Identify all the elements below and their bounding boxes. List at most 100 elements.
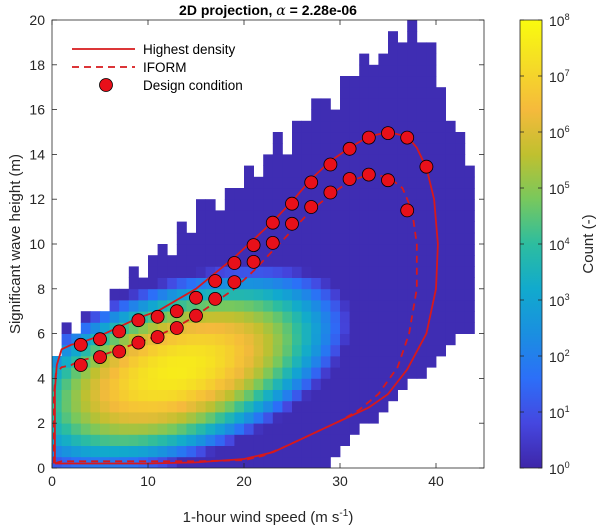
heatmap-cell bbox=[167, 288, 178, 301]
heatmap-cell bbox=[388, 277, 398, 290]
heatmap-cell bbox=[215, 333, 226, 346]
heatmap-cell bbox=[263, 210, 274, 222]
heatmap-cell bbox=[301, 210, 312, 222]
heatmap-cell bbox=[349, 165, 360, 178]
heatmap-cell bbox=[368, 154, 379, 166]
heatmap-cell bbox=[378, 143, 389, 155]
heatmap-cell bbox=[90, 423, 101, 435]
heatmap-cell bbox=[109, 333, 120, 346]
heatmap-cell bbox=[224, 378, 235, 390]
heatmap-cell bbox=[205, 456, 216, 468]
heatmap-cell bbox=[320, 143, 331, 155]
heatmap-cell bbox=[100, 445, 110, 458]
heatmap-cell bbox=[272, 356, 283, 368]
heatmap-cell bbox=[320, 132, 331, 144]
heatmap bbox=[52, 20, 475, 468]
heatmap-cell bbox=[196, 266, 206, 278]
heatmap-cell bbox=[176, 434, 187, 446]
heatmap-cell bbox=[311, 456, 322, 468]
heatmap-cell bbox=[263, 255, 274, 267]
heatmap-cell bbox=[176, 232, 187, 245]
legend-label-design-condition: Design condition bbox=[143, 78, 243, 93]
heatmap-cell bbox=[196, 300, 206, 312]
heatmap-cell bbox=[109, 412, 120, 424]
heatmap-cell bbox=[224, 311, 235, 323]
heatmap-cell bbox=[397, 109, 408, 122]
heatmap-cell bbox=[167, 400, 178, 413]
heatmap-cell bbox=[234, 300, 245, 312]
heatmap-cell bbox=[301, 288, 312, 301]
heatmap-cell bbox=[455, 199, 466, 211]
heatmap-cell bbox=[272, 412, 283, 424]
heatmap-cell bbox=[71, 400, 82, 413]
heatmap-cell bbox=[119, 389, 130, 402]
heatmap-cell bbox=[282, 367, 293, 379]
heatmap-cell bbox=[378, 87, 389, 99]
heatmap-cell bbox=[176, 288, 187, 301]
heatmap-cell bbox=[320, 165, 331, 178]
heatmap-cell bbox=[311, 98, 322, 110]
heatmap-cell bbox=[292, 456, 302, 468]
design-condition-marker bbox=[150, 330, 165, 344]
heatmap-cell bbox=[349, 277, 360, 290]
heatmap-cell bbox=[100, 378, 110, 390]
heatmap-cell bbox=[311, 434, 322, 446]
heatmap-cell bbox=[157, 344, 168, 357]
heatmap-cell bbox=[368, 98, 379, 110]
heatmap-cell bbox=[292, 255, 302, 267]
heatmap-cell bbox=[388, 120, 398, 133]
heatmap-cell bbox=[397, 322, 408, 334]
heatmap-cell bbox=[100, 412, 110, 424]
heatmap-cell bbox=[330, 132, 341, 144]
design-condition-marker bbox=[400, 130, 415, 145]
heatmap-cell bbox=[167, 356, 178, 368]
heatmap-cell bbox=[378, 188, 389, 200]
heatmap-cell bbox=[282, 356, 293, 368]
heatmap-cell bbox=[253, 378, 264, 390]
heatmap-cell bbox=[349, 367, 360, 379]
design-condition-marker bbox=[208, 274, 223, 288]
heatmap-cell bbox=[272, 154, 283, 166]
heatmap-cell bbox=[320, 367, 331, 379]
heatmap-cell bbox=[426, 356, 437, 368]
heatmap-cell bbox=[224, 333, 235, 346]
heatmap-cell bbox=[340, 199, 350, 211]
heatmap-cell bbox=[464, 210, 475, 222]
heatmap-cell bbox=[359, 154, 370, 166]
heatmap-cell bbox=[301, 120, 312, 133]
heatmap-cell bbox=[205, 356, 216, 368]
heatmap-cell bbox=[292, 300, 302, 312]
heatmap-cell bbox=[311, 132, 322, 144]
heatmap-cell bbox=[224, 188, 235, 200]
heatmap-cell bbox=[61, 333, 72, 346]
heatmap-cell bbox=[157, 434, 168, 446]
heatmap-cell bbox=[61, 434, 72, 446]
heatmap-cell bbox=[224, 232, 235, 245]
heatmap-cell bbox=[215, 300, 226, 312]
heatmap-cell bbox=[378, 232, 389, 245]
heatmap-cell bbox=[368, 378, 379, 390]
heatmap-cell bbox=[349, 87, 360, 99]
heatmap-cell bbox=[378, 333, 389, 346]
heatmap-cell bbox=[186, 400, 197, 413]
heatmap-cell bbox=[311, 165, 322, 178]
heatmap-cell bbox=[186, 389, 197, 402]
heatmap-cell bbox=[388, 311, 398, 323]
heatmap-cell bbox=[359, 412, 370, 424]
heatmap-cell bbox=[330, 165, 341, 178]
heatmap-cell bbox=[196, 367, 206, 379]
heatmap-cell bbox=[176, 255, 187, 267]
heatmap-cell bbox=[436, 344, 446, 357]
heatmap-cell bbox=[71, 367, 82, 379]
heatmap-cell bbox=[320, 277, 331, 290]
heatmap-cell bbox=[464, 244, 475, 256]
heatmap-cell bbox=[90, 389, 101, 402]
heatmap-cell bbox=[388, 188, 398, 200]
design-condition-marker bbox=[265, 215, 280, 230]
heatmap-cell bbox=[157, 322, 168, 334]
heatmap-cell bbox=[224, 445, 235, 458]
heatmap-cell bbox=[368, 333, 379, 346]
heatmap-cell bbox=[196, 244, 206, 256]
heatmap-cell bbox=[263, 367, 274, 379]
